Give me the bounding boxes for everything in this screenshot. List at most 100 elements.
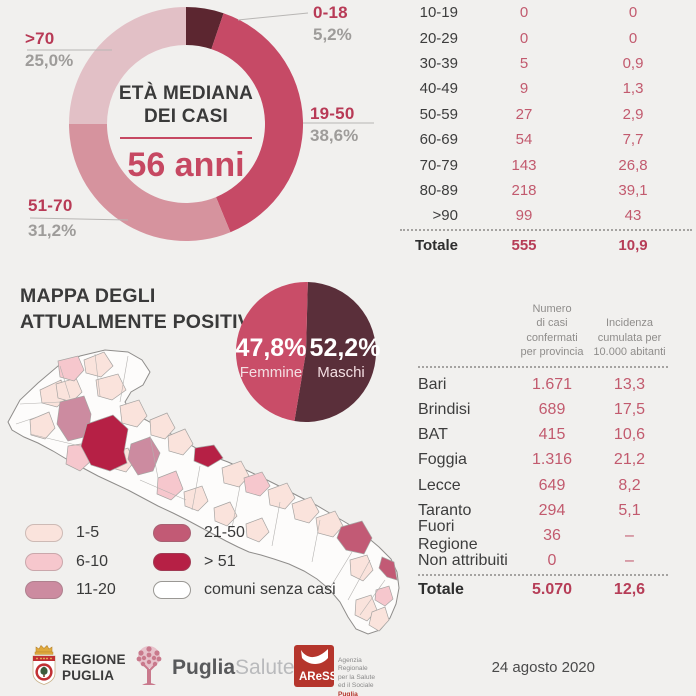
callout-line-0-18 xyxy=(237,12,309,21)
table-row: Lecce 649 8,2 xyxy=(418,473,668,498)
province-table: Numero di casi confermati per provincia … xyxy=(418,302,668,603)
pie-slice-femmine xyxy=(235,281,308,422)
age-incidence: 26,8 xyxy=(618,156,648,174)
legend-item: > 51 xyxy=(153,548,336,577)
donut-label-over-70: >70 xyxy=(25,29,55,48)
donut-divider-line xyxy=(120,137,252,140)
table-row: Taranto 294 5,1 xyxy=(418,498,668,523)
total-incidence: 12,6 xyxy=(613,581,646,599)
table-row: 80-89 218 39,1 xyxy=(400,178,692,203)
donut-title: ETÀ MEDIANA DEI CASI xyxy=(118,83,254,128)
table-row: Foggia 1.316 21,2 xyxy=(418,448,668,473)
table-row: 10-19 0 0 xyxy=(400,0,692,25)
donut-segment-51-70 xyxy=(68,124,231,242)
regione-puglia-crest-icon xyxy=(32,645,56,685)
age-band: 70-79 xyxy=(419,156,458,174)
legend-column-2: 21-50 > 51 comuni senza casi xyxy=(153,519,336,605)
pie-slice-maschi xyxy=(294,282,376,422)
age-cases: 0 xyxy=(519,29,529,47)
aress-description: Agenzia Regionale per la Salute ed il So… xyxy=(338,648,375,696)
legend-item: 6-10 xyxy=(25,548,116,577)
gender-pie-chart xyxy=(235,281,376,422)
table-row: 30-39 5 0,9 xyxy=(400,51,692,76)
age-cases: 54 xyxy=(515,131,533,149)
province-cases: 0 xyxy=(547,552,557,570)
age-band: 80-89 xyxy=(419,181,458,199)
median-age-value: 56 anni xyxy=(127,146,245,185)
male-label: Maschi xyxy=(317,364,365,381)
municipality-borders xyxy=(15,353,386,616)
table-row: >90 99 43 xyxy=(400,203,692,228)
total-cases: 5.070 xyxy=(531,581,573,599)
age-table: 10-19 0 0 20-29 0 0 30-39 5 0,9 40-49 9 1,3 50-5… xyxy=(400,0,692,258)
legend-label: 1-5 xyxy=(76,524,100,542)
header-incidence: Incidenza cumulata per 10.000 abitanti xyxy=(593,317,666,358)
female-label: Femmine xyxy=(239,364,303,381)
donut-segment-over-70 xyxy=(69,7,186,124)
donut-segment-0-18 xyxy=(186,7,224,50)
legend-item: comuni senza casi xyxy=(153,576,336,605)
age-incidence: 1,3 xyxy=(622,80,644,98)
age-band: 40-49 xyxy=(419,80,458,98)
age-incidence: 43 xyxy=(624,207,642,225)
donut-label-0-18: 0-18 xyxy=(313,3,348,22)
province-name: Bari xyxy=(418,375,447,393)
legend-column-1: 1-5 6-10 11-20 xyxy=(25,519,116,605)
legend-item: 1-5 xyxy=(25,519,116,548)
legend-label: > 51 xyxy=(204,552,236,570)
province-incidence: 17,5 xyxy=(613,400,646,418)
male-pct: 52,2% xyxy=(309,334,381,362)
donut-pct-19-50: 38,6% xyxy=(310,126,359,145)
donut-pct-51-70: 31,2% xyxy=(28,221,77,240)
table-separator xyxy=(400,228,692,231)
province-table-total-row: Totale 5.070 12,6 xyxy=(418,578,668,603)
table-separator xyxy=(418,366,668,369)
table-row: 50-59 27 2,9 xyxy=(400,102,692,127)
total-label: Totale xyxy=(414,236,458,254)
puglia-salute-tree-icon xyxy=(136,646,162,685)
legend-swatch-over-51 xyxy=(153,552,191,571)
province-incidence: 5,1 xyxy=(618,501,641,519)
table-row: Brindisi 689 17,5 xyxy=(418,397,668,422)
province-incidence: – xyxy=(625,552,634,570)
province-name: Fuori Regione xyxy=(418,517,478,553)
table-row: Non attribuiti 0 – xyxy=(418,549,668,574)
province-incidence: 8,2 xyxy=(618,476,641,494)
table-row: BAT 415 10,6 xyxy=(418,423,668,448)
province-name: BAT xyxy=(418,426,448,444)
legend-label: 21-50 xyxy=(204,524,245,542)
report-date: 24 agosto 2020 xyxy=(491,659,595,676)
puglia-salute-bold: Puglia xyxy=(172,656,236,679)
province-incidence: 13,3 xyxy=(613,375,646,393)
legend-label: 11-20 xyxy=(76,581,116,599)
age-incidence: 2,9 xyxy=(622,105,644,123)
aress-region-label: Puglia xyxy=(338,690,358,696)
province-cases: 415 xyxy=(538,426,566,444)
legend-label: 6-10 xyxy=(76,552,109,570)
age-incidence: 0,9 xyxy=(622,54,644,72)
age-cases: 99 xyxy=(515,207,533,225)
map-title: MAPPA DEGLI ATTUALMENTE POSITIVI xyxy=(20,285,257,334)
age-table-total-row: Totale 555 10,9 xyxy=(400,233,692,258)
age-cases: 143 xyxy=(511,156,537,174)
age-cases: 9 xyxy=(519,80,529,98)
donut-segment-19-50 xyxy=(211,13,304,233)
legend-swatch-no-cases xyxy=(153,581,191,600)
province-name: Foggia xyxy=(418,451,467,469)
total-incidence: 10,9 xyxy=(618,236,648,254)
puglia-choropleth-map xyxy=(7,349,400,635)
puglia-salute-light: Salute xyxy=(235,656,295,679)
age-band: 50-59 xyxy=(419,105,458,123)
age-band: >90 xyxy=(432,207,458,225)
donut-pct-0-18: 5,2% xyxy=(313,25,352,44)
callout-line-51-70 xyxy=(29,217,129,221)
aress-desc-lines: Agenzia Regionale per la Salute ed il So… xyxy=(338,656,376,690)
province-incidence: – xyxy=(625,526,634,544)
table-row: 20-29 0 0 xyxy=(400,25,692,50)
province-cases: 294 xyxy=(538,501,566,519)
legend-label: comuni senza casi xyxy=(204,581,336,599)
province-name: Brindisi xyxy=(418,400,471,418)
regione-puglia-logo-text: REGIONE PUGLIA xyxy=(62,652,126,683)
province-cases: 1.316 xyxy=(531,451,573,469)
